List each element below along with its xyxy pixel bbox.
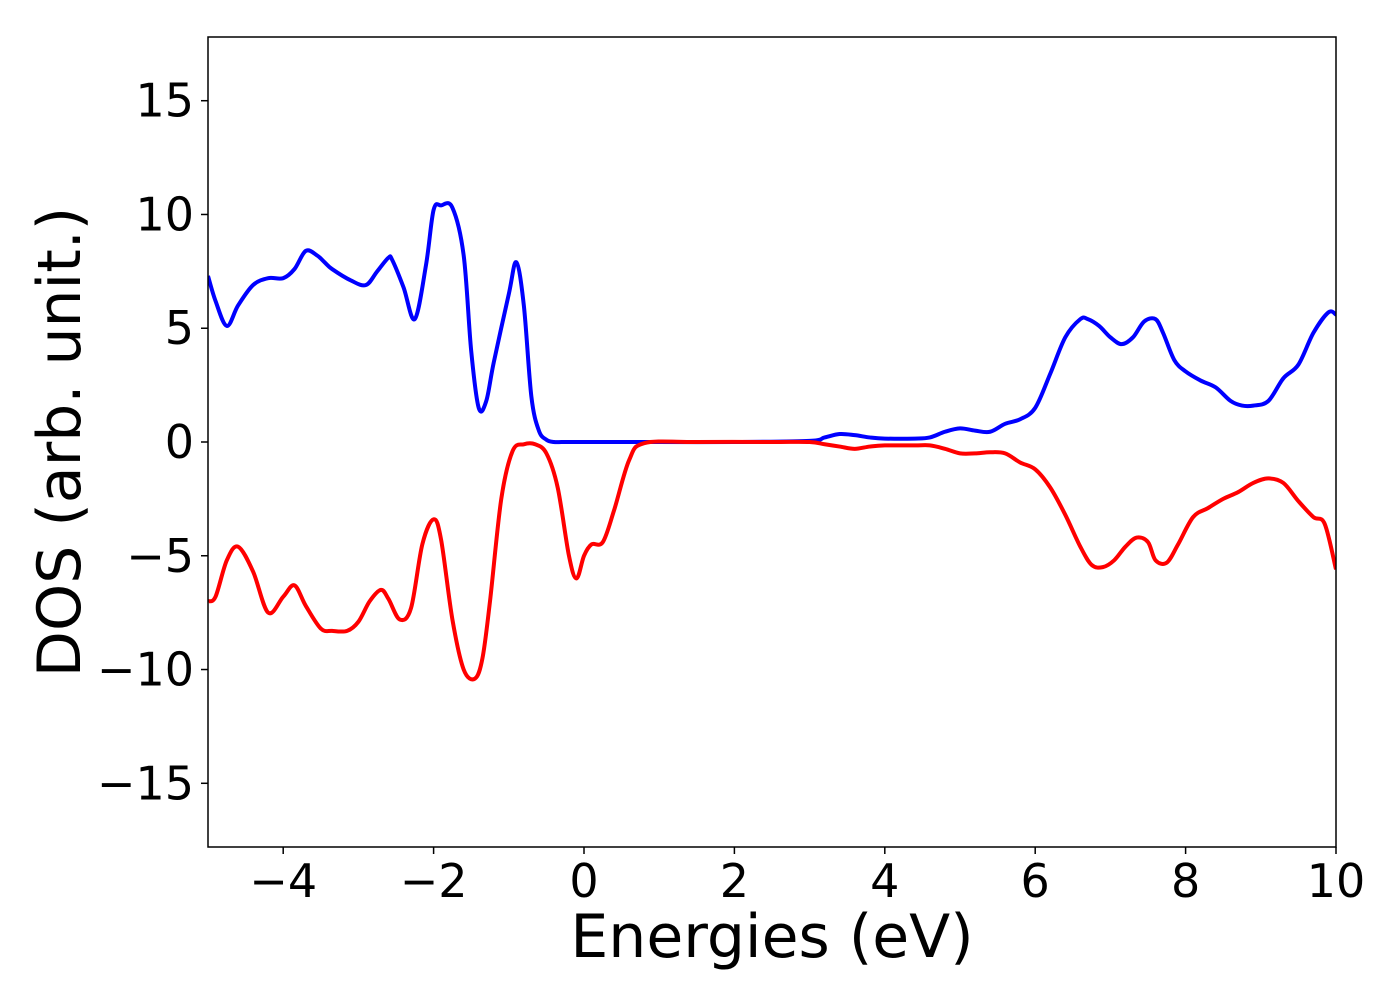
x-tick-label: 0 <box>569 854 598 908</box>
y-axis-label: DOS (arb. unit.) <box>25 207 95 677</box>
y-tick-label: 10 <box>135 187 194 241</box>
x-tick-label: 8 <box>1171 854 1200 908</box>
y-tick-label: 0 <box>165 415 194 469</box>
x-tick-label: 10 <box>1307 854 1366 908</box>
y-tick-label: −5 <box>126 529 194 583</box>
x-axis-label: Energies (eV) <box>570 902 973 972</box>
x-tick-label: 4 <box>870 854 899 908</box>
series-line-1 <box>208 201 1336 445</box>
y-tick-label: 15 <box>135 74 194 128</box>
x-tick-label: −4 <box>249 854 317 908</box>
x-tick-label: 2 <box>720 854 749 908</box>
x-axis-ticks: −4 −2 0 2 4 6 8 10 <box>249 847 1365 908</box>
series-layer <box>208 201 1336 682</box>
y-tick-label: −10 <box>97 643 194 697</box>
x-tick-label: −2 <box>400 854 468 908</box>
y-tick-label: −15 <box>97 756 194 810</box>
y-tick-label: 5 <box>165 301 194 355</box>
y-axis-ticks: −15 −10 −5 0 5 10 15 <box>97 74 208 810</box>
series-line-2 <box>208 439 1336 682</box>
x-tick-label: 6 <box>1021 854 1050 908</box>
